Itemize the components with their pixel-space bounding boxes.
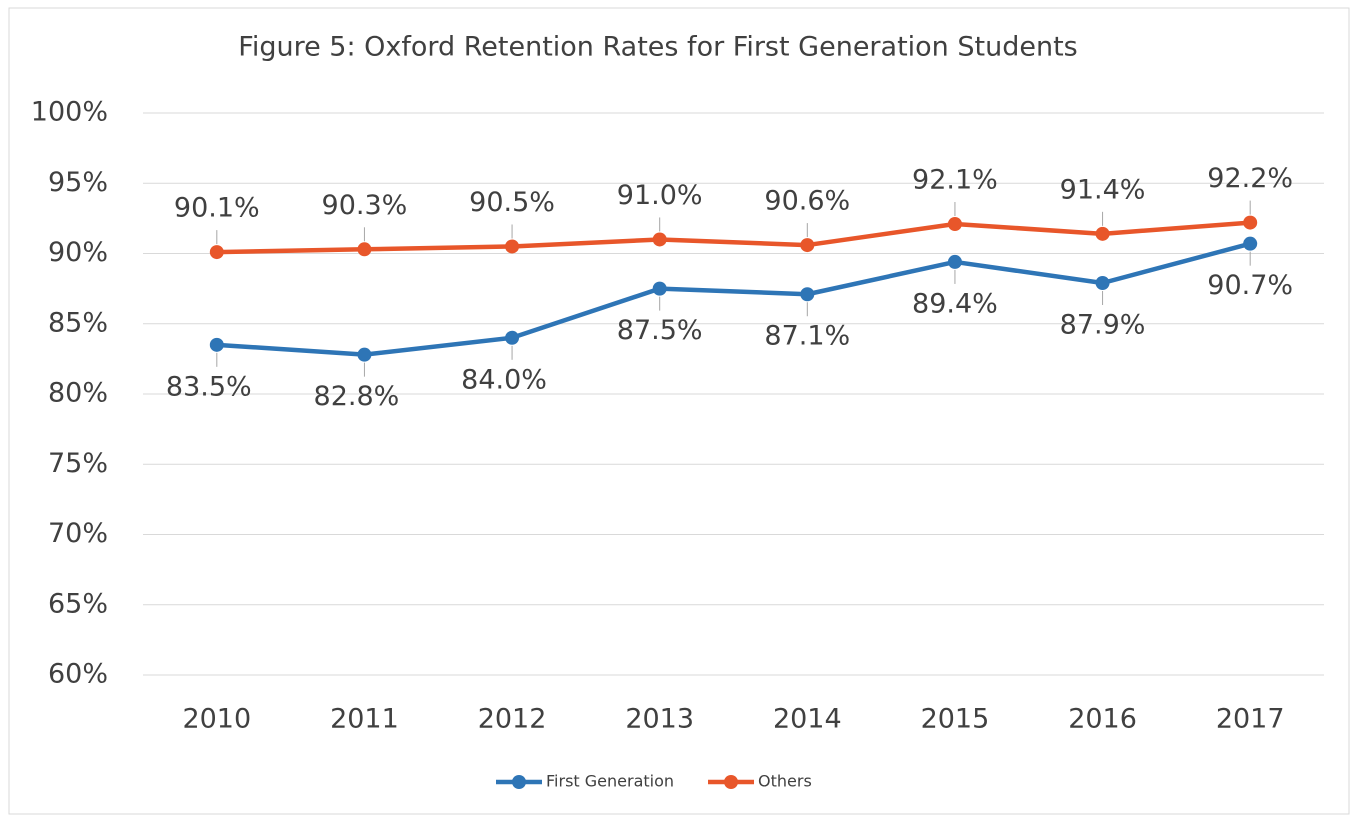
- point: [947, 216, 962, 231]
- series-line: [216, 241, 1251, 357]
- data-label: 87.9%: [1060, 310, 1146, 341]
- point: [209, 337, 224, 352]
- chart-border: [8, 7, 1350, 815]
- y-tick-label: 70%: [48, 518, 108, 549]
- x-tick-label: 2011: [330, 704, 399, 735]
- data-label: 84.0%: [461, 364, 547, 395]
- data-label: 87.5%: [617, 315, 703, 346]
- x-tick-label: 2016: [1068, 704, 1137, 735]
- x-tick-label: 2017: [1216, 704, 1285, 735]
- x-tick-label: 2015: [921, 704, 990, 735]
- point: [1095, 276, 1110, 291]
- point: [947, 254, 962, 269]
- data-label: 82.8%: [314, 381, 400, 412]
- data-label: 90.6%: [764, 186, 850, 217]
- point: [1243, 236, 1258, 251]
- data-label: 91.4%: [1060, 174, 1146, 205]
- x-tick-label: 2014: [773, 704, 842, 735]
- point: [209, 245, 224, 260]
- data-label: 92.1%: [912, 164, 998, 195]
- y-tick-label: 80%: [48, 378, 108, 409]
- point: [1243, 215, 1258, 230]
- legend-marker: [512, 775, 526, 789]
- point: [357, 242, 372, 257]
- data-label: 90.3%: [322, 190, 408, 221]
- series-line: [216, 220, 1251, 255]
- x-tick-label: 2013: [625, 704, 694, 735]
- point: [652, 281, 667, 296]
- data-label: 87.1%: [764, 321, 850, 352]
- point: [652, 232, 667, 247]
- chart-title: Figure 5: Oxford Retention Rates for Fir…: [238, 32, 1077, 63]
- data-label: 90.1%: [174, 193, 260, 224]
- y-tick-label: 100%: [31, 97, 108, 128]
- data-label: 83.5%: [166, 371, 252, 402]
- y-tick-label: 65%: [48, 588, 108, 619]
- legend-marker: [724, 775, 739, 789]
- y-tick-label: 60%: [48, 659, 108, 690]
- y-tick-label: 95%: [48, 167, 108, 198]
- legend-label: Others: [758, 772, 812, 791]
- legend-label: First Generation: [546, 772, 674, 791]
- data-label: 90.7%: [1207, 270, 1293, 301]
- point: [800, 287, 815, 302]
- point: [505, 239, 520, 254]
- data-label: 92.2%: [1207, 163, 1293, 194]
- y-tick-label: 75%: [48, 448, 108, 479]
- y-tick-label: 85%: [48, 307, 108, 338]
- point: [505, 330, 520, 345]
- data-label: 91.0%: [617, 180, 703, 211]
- point: [1095, 226, 1110, 241]
- point: [800, 238, 815, 253]
- point: [357, 347, 372, 362]
- data-label: 89.4%: [912, 288, 998, 319]
- x-tick-label: 2010: [182, 704, 251, 735]
- y-tick-label: 90%: [48, 237, 108, 268]
- x-tick-label: 2012: [478, 704, 547, 735]
- data-label: 90.5%: [469, 187, 555, 218]
